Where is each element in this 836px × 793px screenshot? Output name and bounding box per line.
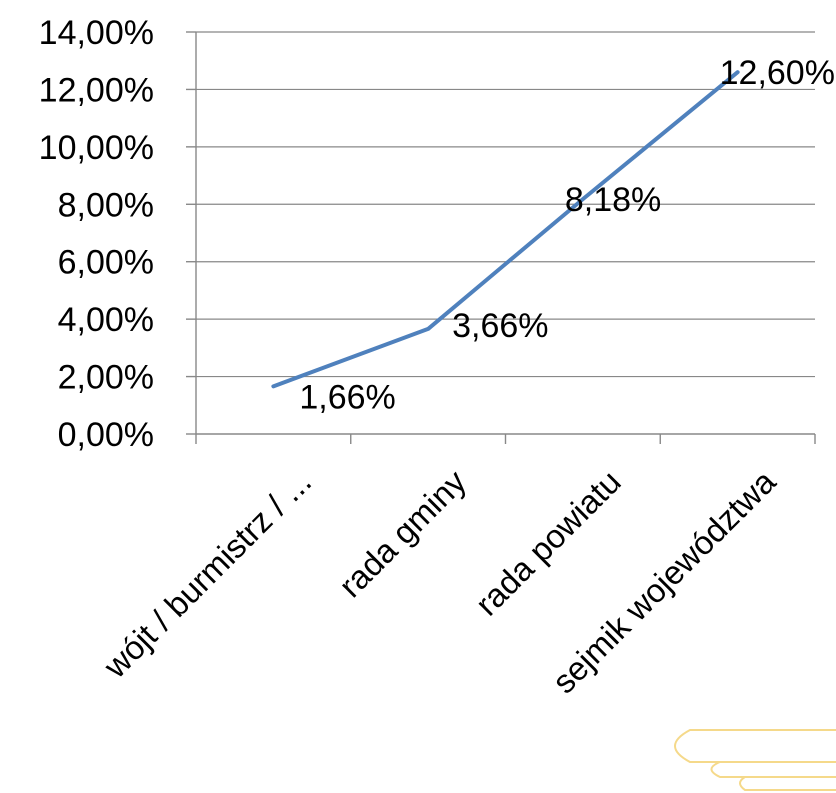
axes	[186, 31, 816, 444]
data-label: 12,60%	[720, 54, 835, 92]
y-tick-label: 10,00%	[39, 129, 154, 167]
decorative-swirl	[674, 729, 836, 791]
y-tick-label: 12,00%	[39, 71, 154, 109]
y-tick-label: 0,00%	[58, 416, 154, 454]
y-tick-label: 6,00%	[58, 244, 154, 282]
y-axis-tick-labels: 0,00% 2,00% 4,00% 6,00% 8,00% 10,00% 12,00% 14,…	[39, 14, 154, 454]
y-tick-label: 8,00%	[58, 186, 154, 224]
series	[271, 70, 740, 389]
data-label: 1,66%	[299, 378, 395, 416]
x-category-label: rada gminy	[331, 462, 473, 604]
data-label: 3,66%	[452, 307, 548, 345]
y-tick-label: 2,00%	[58, 359, 154, 397]
x-category-label: rada powiatu	[468, 463, 628, 623]
x-category-label: wójt / burmistrz / ...	[96, 463, 319, 686]
data-labels: 1,66% 3,66% 8,18% 12,60%	[299, 54, 835, 416]
y-tick-label: 14,00%	[39, 14, 154, 52]
series-line	[271, 70, 740, 389]
y-tick-label: 4,00%	[58, 301, 154, 339]
data-label: 8,18%	[565, 181, 661, 219]
